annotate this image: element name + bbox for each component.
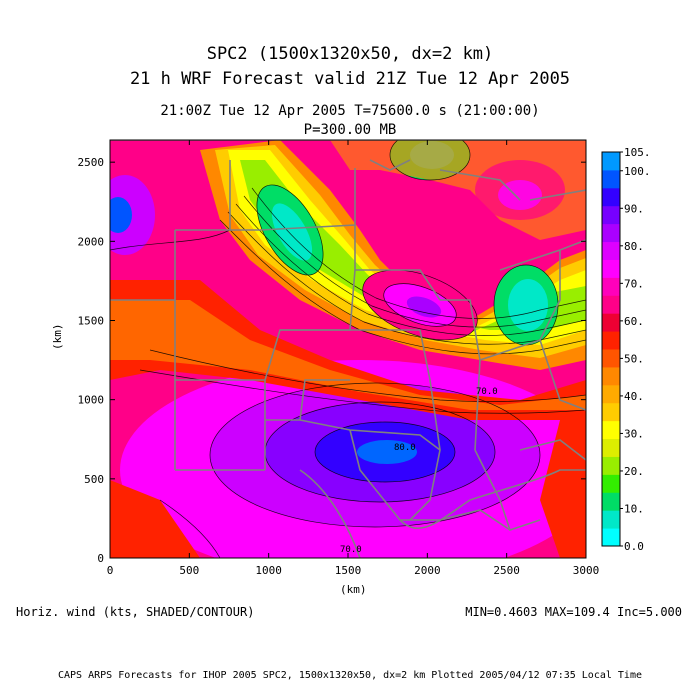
colorbar-label: 10. bbox=[624, 502, 644, 515]
x-axis-ticks: 0 500 1000 1500 2000 2500 3000 bbox=[107, 140, 600, 577]
colorbar-label: 90. bbox=[624, 202, 644, 215]
colorbar-label: 0.0 bbox=[624, 540, 644, 553]
plot-credit: CAPS ARPS Forecasts for IHOP 2005 SPC2, … bbox=[58, 670, 642, 681]
colorbar-label: 20. bbox=[624, 465, 644, 478]
field-description: Horiz. wind (kts, SHADED/CONTOUR) bbox=[16, 605, 255, 619]
y-tick-label: 2000 bbox=[78, 235, 105, 248]
colorbar-label: 40. bbox=[624, 390, 644, 403]
colorbar-swatch bbox=[602, 420, 620, 440]
colorbar-swatch bbox=[602, 187, 620, 207]
x-tick-label: 2000 bbox=[414, 564, 441, 577]
x-tick-label: 2500 bbox=[493, 564, 520, 577]
colorbar-swatch bbox=[602, 438, 620, 457]
colorbar-swatch bbox=[602, 331, 620, 350]
colorbar-swatch bbox=[602, 205, 620, 225]
y-axis-label: (km) bbox=[51, 323, 64, 351]
x-tick-label: 0 bbox=[107, 564, 114, 577]
colorbar-swatch bbox=[602, 528, 620, 547]
colorbar-swatch bbox=[602, 456, 620, 475]
colorbar-label: 50. bbox=[624, 352, 644, 365]
colorbar-swatch bbox=[602, 349, 620, 368]
x-tick-label: 3000 bbox=[573, 564, 600, 577]
wind-field: 70.0 80.0 70.0 bbox=[110, 140, 586, 558]
colorbar-swatch bbox=[602, 223, 620, 243]
y-tick-label: 2500 bbox=[78, 156, 105, 169]
y-tick-label: 1000 bbox=[78, 394, 105, 407]
x-tick-label: 1500 bbox=[335, 564, 362, 577]
plot-title: SPC2 (1500x1320x50, dx=2 km) bbox=[206, 44, 494, 64]
contour-label: 70.0 bbox=[340, 545, 362, 555]
contour-label: 80.0 bbox=[394, 443, 416, 453]
colorbar-swatch bbox=[602, 295, 620, 314]
colorbar-label: 30. bbox=[624, 427, 644, 440]
colorbar-swatch bbox=[602, 277, 620, 296]
pressure-level-label: P=300.00 MB bbox=[303, 122, 397, 138]
x-tick-label: 1000 bbox=[255, 564, 282, 577]
y-tick-label: 500 bbox=[84, 473, 104, 486]
colorbar-swatch bbox=[602, 366, 620, 386]
y-axis-ticks: 0 500 1000 1500 2000 2500 bbox=[78, 156, 586, 565]
colorbar-swatch bbox=[602, 169, 620, 189]
colorbar-label: 105. bbox=[624, 146, 651, 159]
field-stats: MIN=0.4603 MAX=109.4 Inc=5.000 bbox=[465, 605, 682, 619]
y-tick-label: 0 bbox=[97, 552, 104, 565]
x-tick-label: 500 bbox=[179, 564, 199, 577]
colorbar-swatch bbox=[602, 152, 620, 171]
state-borders bbox=[110, 159, 586, 531]
colorbar-label: 80. bbox=[624, 240, 644, 253]
colorbar-swatch bbox=[602, 402, 620, 422]
colorbar-swatch bbox=[602, 510, 620, 529]
colorbar-label: 60. bbox=[624, 315, 644, 328]
colorbar-label: 100. bbox=[624, 165, 651, 178]
colorbar-swatch bbox=[602, 474, 620, 493]
colorbar-swatch bbox=[602, 259, 620, 278]
plot-title-forecast: 21 h WRF Forecast valid 21Z Tue 12 Apr 2… bbox=[129, 69, 571, 89]
colorbar-swatch bbox=[602, 313, 620, 332]
x-axis-label: (km) bbox=[340, 583, 367, 596]
colorbar: 0.0 10. 20. 30. 40. 50. 60. 70. 80. 90. 100. 105. bbox=[601, 146, 651, 553]
colorbar-frame bbox=[601, 151, 621, 547]
colorbar-swatch bbox=[602, 241, 620, 260]
coastline bbox=[110, 140, 586, 558]
valid-time-label: 21:00Z Tue 12 Apr 2005 T=75600.0 s (21:0… bbox=[160, 103, 540, 119]
colorbar-label: 70. bbox=[624, 277, 644, 290]
colorbar-swatch bbox=[602, 384, 620, 404]
contour-label: 70.0 bbox=[476, 387, 498, 397]
colorbar-swatch bbox=[602, 492, 620, 511]
y-tick-label: 1500 bbox=[78, 315, 105, 328]
